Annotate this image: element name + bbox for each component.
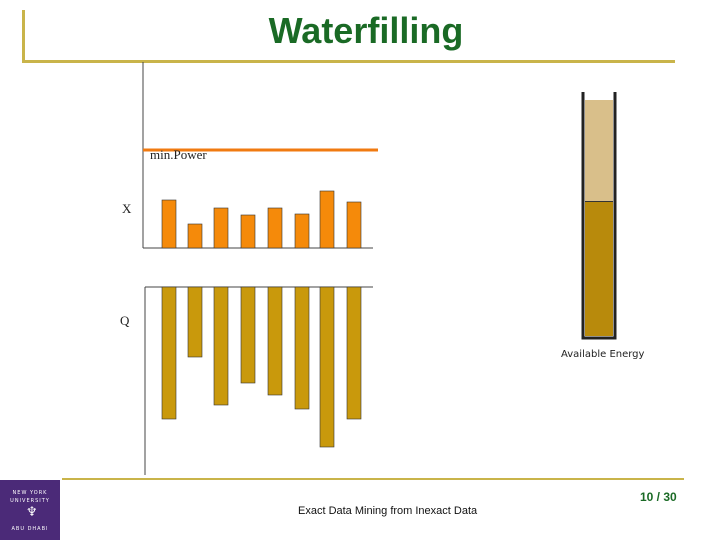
footer-text: Exact Data Mining from Inexact Data <box>298 505 478 517</box>
page-number: 10 / 30 <box>640 490 677 504</box>
footer-line <box>62 478 684 480</box>
q-label: Q <box>120 313 130 328</box>
q-bar <box>213 286 229 406</box>
logo-bottom-text: ABU DHABI <box>11 526 49 532</box>
energy-container <box>581 92 617 340</box>
energy-used <box>585 100 613 202</box>
x-bar <box>267 207 283 249</box>
x-bar <box>161 199 177 249</box>
title-frame <box>22 10 675 63</box>
q-bar <box>240 286 256 384</box>
q-bar <box>346 286 362 420</box>
torch-icon: ♆ <box>26 505 39 520</box>
x-bar <box>294 213 310 249</box>
q-bars <box>161 286 362 448</box>
slide-title: Waterfilling <box>268 10 464 51</box>
university-logo: NEW YORK UNIVERSITY ♆ ABU DHABI <box>0 480 60 540</box>
x-label: X <box>122 201 132 216</box>
x-bar <box>346 201 362 249</box>
axes <box>142 62 373 475</box>
x-bar <box>213 207 229 249</box>
q-bar <box>267 286 283 396</box>
x-bar <box>240 214 256 249</box>
min-power-label: min.Power <box>150 147 207 162</box>
x-bar <box>187 223 203 249</box>
energy-remaining <box>585 201 613 336</box>
energy-container-outline <box>581 92 617 340</box>
x-bar <box>319 190 335 249</box>
x-bars <box>161 190 362 249</box>
q-bar <box>294 286 310 410</box>
q-bar <box>319 286 335 448</box>
available-energy-label: Available Energy <box>561 349 645 360</box>
logo-top-text: NEW YORK UNIVERSITY <box>10 490 50 504</box>
q-bar <box>187 286 203 358</box>
q-bar <box>161 286 177 420</box>
